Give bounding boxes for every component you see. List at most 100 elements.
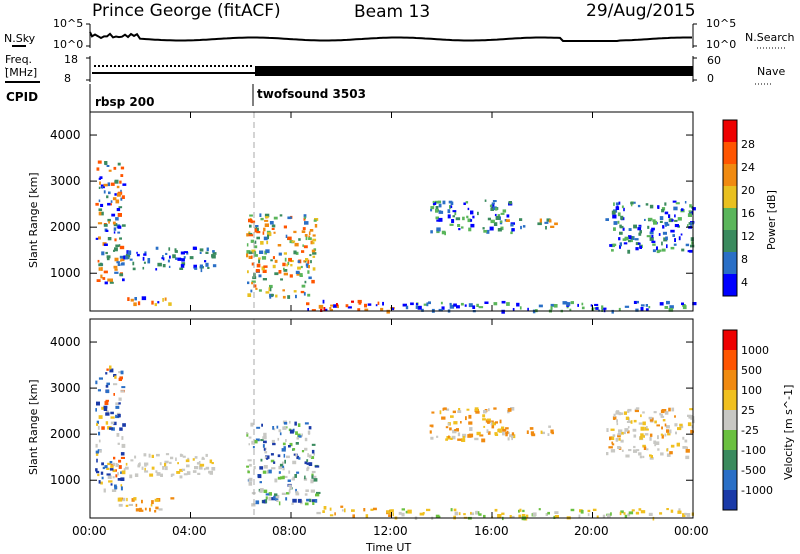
data-cell bbox=[642, 421, 646, 426]
data-cell bbox=[289, 216, 292, 219]
data-cell bbox=[121, 262, 125, 266]
freq-dot bbox=[150, 65, 152, 67]
data-cell bbox=[550, 225, 555, 228]
data-cell bbox=[323, 506, 327, 510]
data-cell bbox=[462, 435, 465, 439]
data-cell bbox=[168, 265, 171, 268]
data-cell bbox=[314, 218, 319, 221]
data-cell bbox=[154, 498, 160, 502]
data-cell bbox=[296, 471, 300, 474]
data-cell bbox=[254, 251, 257, 255]
data-cell bbox=[494, 433, 499, 436]
data-cell bbox=[291, 240, 296, 243]
data-cell bbox=[95, 202, 99, 206]
data-cell bbox=[450, 415, 454, 418]
data-cell bbox=[107, 462, 112, 466]
data-cell bbox=[630, 202, 634, 205]
data-cell bbox=[156, 472, 161, 476]
data-cell bbox=[251, 262, 254, 266]
data-cell bbox=[475, 410, 480, 414]
data-cell bbox=[207, 266, 210, 269]
data-cell bbox=[120, 197, 123, 201]
data-cell bbox=[647, 225, 650, 229]
data-cell bbox=[151, 454, 154, 458]
xtick-16: 16:00 bbox=[474, 524, 509, 538]
vel-cbar-tick-25: 25 bbox=[741, 404, 755, 417]
nsky-trace bbox=[89, 31, 692, 42]
data-cell bbox=[273, 428, 276, 431]
data-cell bbox=[486, 229, 490, 234]
data-cell bbox=[634, 238, 639, 241]
power-panel: Slant Range [km] 4000 3000 2000 1000 bbox=[27, 111, 697, 314]
data-cell bbox=[127, 251, 132, 255]
data-cell bbox=[287, 479, 291, 482]
freq-label-2: [MHz] bbox=[5, 66, 37, 79]
data-cell bbox=[98, 177, 101, 180]
data-cell bbox=[274, 259, 278, 263]
data-cell bbox=[105, 389, 110, 394]
data-cell bbox=[95, 380, 98, 385]
data-cell bbox=[637, 242, 641, 245]
data-cell bbox=[282, 467, 285, 471]
data-cell bbox=[602, 307, 607, 310]
data-cell bbox=[612, 214, 617, 219]
data-cell bbox=[193, 264, 197, 269]
data-cell bbox=[577, 303, 579, 307]
velocity-ytick-4000: 4000 bbox=[50, 335, 81, 349]
data-cell bbox=[606, 428, 609, 432]
data-cell bbox=[104, 281, 108, 285]
data-cell bbox=[114, 271, 119, 274]
data-cell bbox=[306, 302, 310, 306]
data-cell bbox=[653, 440, 657, 444]
data-cell bbox=[624, 305, 630, 308]
data-cell bbox=[177, 462, 179, 465]
data-cell bbox=[642, 435, 645, 438]
data-cell bbox=[644, 433, 649, 436]
data-cell bbox=[109, 468, 114, 471]
data-cell bbox=[103, 405, 108, 409]
data-cell bbox=[126, 250, 129, 254]
data-cell bbox=[449, 223, 454, 226]
colorbar-segment bbox=[723, 230, 737, 253]
data-cell bbox=[680, 233, 683, 236]
data-cell bbox=[263, 489, 268, 493]
data-cell bbox=[211, 254, 213, 258]
data-cell bbox=[665, 236, 668, 241]
data-cell bbox=[626, 420, 632, 423]
data-cell bbox=[304, 437, 308, 442]
data-cell bbox=[345, 304, 349, 308]
data-cell bbox=[162, 264, 166, 268]
freq-dot bbox=[162, 65, 164, 67]
data-cell bbox=[489, 226, 494, 231]
data-cell bbox=[313, 475, 317, 478]
data-cell bbox=[262, 278, 267, 281]
data-cell bbox=[108, 480, 113, 483]
nsky-label: N.Sky bbox=[4, 32, 36, 45]
data-cell bbox=[98, 211, 102, 216]
data-cell bbox=[685, 455, 690, 460]
data-cell bbox=[121, 195, 125, 199]
data-cell bbox=[117, 442, 120, 445]
data-cell bbox=[474, 407, 479, 412]
data-cell bbox=[569, 308, 572, 312]
data-cell bbox=[100, 203, 104, 207]
data-cell bbox=[487, 431, 491, 435]
data-cell bbox=[495, 216, 500, 220]
data-cell bbox=[262, 231, 265, 235]
data-cell bbox=[611, 441, 614, 444]
data-cell bbox=[154, 510, 157, 513]
colorbar-segment bbox=[723, 164, 737, 187]
data-cell bbox=[260, 217, 264, 221]
data-cell bbox=[137, 464, 141, 468]
data-cell bbox=[436, 227, 441, 232]
data-cell bbox=[490, 219, 495, 224]
data-cell bbox=[272, 426, 275, 430]
data-cell bbox=[118, 503, 123, 507]
velocity-ytick-1000: 1000 bbox=[50, 473, 81, 487]
data-cell bbox=[175, 257, 178, 260]
data-cell bbox=[430, 230, 433, 234]
power-colorbar: 28 24 20 16 12 8 4 Power [dB] bbox=[722, 119, 778, 297]
data-cell bbox=[115, 244, 120, 248]
data-cell bbox=[266, 240, 269, 245]
data-cell bbox=[497, 514, 502, 518]
